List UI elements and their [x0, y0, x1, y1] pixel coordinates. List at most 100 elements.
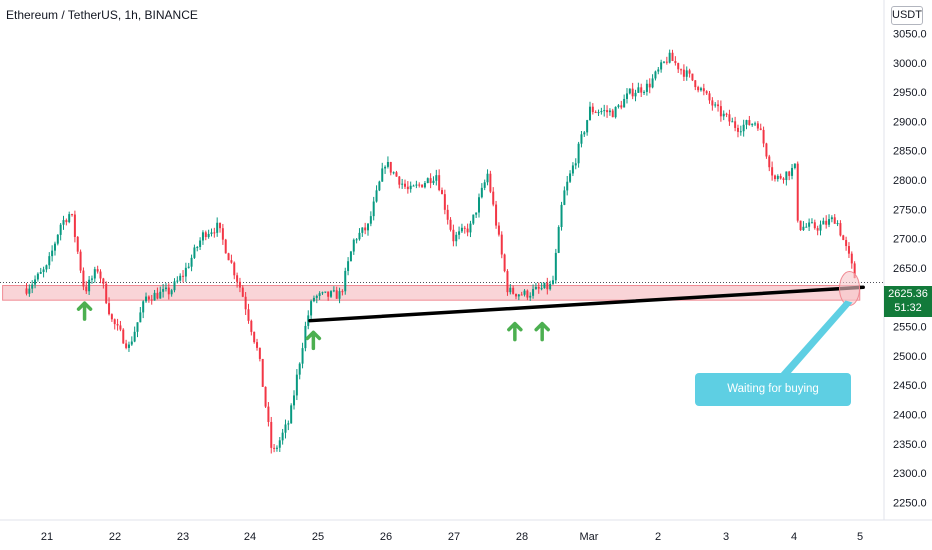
candle-down [546, 282, 549, 290]
candle-up [625, 93, 628, 99]
candle-up [540, 288, 543, 290]
candle-up [662, 61, 665, 63]
candle-up [534, 286, 537, 290]
candle-up [367, 223, 370, 231]
candle-up [293, 395, 296, 406]
candle-down [640, 87, 643, 93]
candle-up [321, 292, 324, 294]
candle-down [495, 204, 498, 226]
support-trendline[interactable] [308, 285, 865, 323]
candle-down [694, 80, 697, 88]
candle-down [677, 63, 680, 70]
y-tick-label: 2750.0 [893, 204, 927, 216]
candle-up [477, 197, 480, 213]
candle-down [116, 324, 119, 326]
candle-up [93, 269, 96, 279]
candle-up [603, 110, 606, 112]
candle-down [244, 296, 247, 310]
candle-down [779, 175, 782, 179]
candle-up [207, 233, 210, 238]
candle-up [315, 295, 318, 298]
candle-down [680, 69, 683, 71]
candle-up [184, 267, 187, 277]
candle-down [150, 299, 153, 301]
candle-down [711, 100, 714, 106]
candle-up [139, 312, 142, 323]
candle-up [142, 301, 145, 313]
candle-up [344, 270, 347, 292]
currency-badge[interactable]: USDT [891, 6, 923, 25]
current-marker-circle[interactable] [839, 270, 861, 306]
support-zone[interactable] [2, 285, 861, 301]
up-arrow-icon [507, 321, 523, 342]
candle-down [466, 228, 469, 233]
candle-down [85, 286, 88, 292]
candle-up [569, 173, 572, 182]
up-arrow-shape [507, 321, 523, 342]
candle-up [617, 105, 620, 107]
candle-up [660, 62, 663, 70]
candle-down [270, 421, 273, 448]
candle-down [648, 83, 651, 88]
candle-up [199, 240, 202, 247]
candle-up [281, 432, 284, 441]
candle-up [532, 289, 535, 296]
candle-down [845, 240, 848, 247]
candle-up [130, 341, 133, 345]
x-tick-label: 21 [41, 531, 53, 543]
candle-up [469, 223, 472, 233]
candle-down [463, 227, 466, 229]
candle-down [122, 329, 125, 344]
candle-down [364, 227, 367, 231]
candle-down [717, 104, 720, 107]
candle-down [705, 91, 708, 94]
candle-up [754, 123, 757, 125]
current-price-value: 2625.36 [888, 288, 928, 300]
candle-up [304, 325, 307, 349]
candle-up [637, 87, 640, 93]
candle-down [389, 162, 392, 173]
candle-up [480, 187, 483, 198]
candle-up [42, 269, 45, 273]
candle-down [404, 183, 407, 187]
candle-up [810, 222, 813, 224]
candle-up [39, 272, 42, 274]
candle-down [850, 253, 853, 264]
candle-up [600, 111, 603, 113]
candle-up [645, 83, 648, 92]
candle-up [201, 232, 204, 241]
candle-up [412, 185, 415, 187]
candle-countdown: 51:32 [894, 302, 922, 314]
candle-up [549, 283, 552, 290]
candle-up [776, 175, 779, 180]
candle-down [79, 251, 82, 271]
candle-up [745, 120, 748, 125]
candle-down [688, 70, 691, 74]
candle-up [164, 287, 167, 290]
candle-up [643, 91, 646, 93]
candle-up [190, 257, 193, 267]
candle-up [634, 92, 637, 97]
candle-up [560, 204, 563, 228]
candle-up [28, 288, 31, 294]
annotation-callout[interactable]: Waiting for buying confirmation [695, 373, 851, 428]
candle-up [278, 440, 281, 448]
candle-down [256, 342, 259, 348]
candle-down [438, 175, 441, 191]
candle-up [295, 374, 298, 396]
candle-up [785, 171, 788, 180]
candle-up [381, 168, 384, 182]
candle-down [591, 106, 594, 113]
candle-down [446, 209, 449, 220]
candle-down [421, 184, 424, 188]
candle-down [113, 319, 116, 325]
candle-up [551, 280, 554, 284]
candle-down [842, 235, 845, 241]
candle-up [805, 226, 808, 228]
candle-down [728, 114, 731, 122]
candle-up [275, 447, 278, 449]
candle-up [828, 219, 831, 225]
candle-up [53, 243, 56, 251]
candle-down [489, 173, 492, 192]
